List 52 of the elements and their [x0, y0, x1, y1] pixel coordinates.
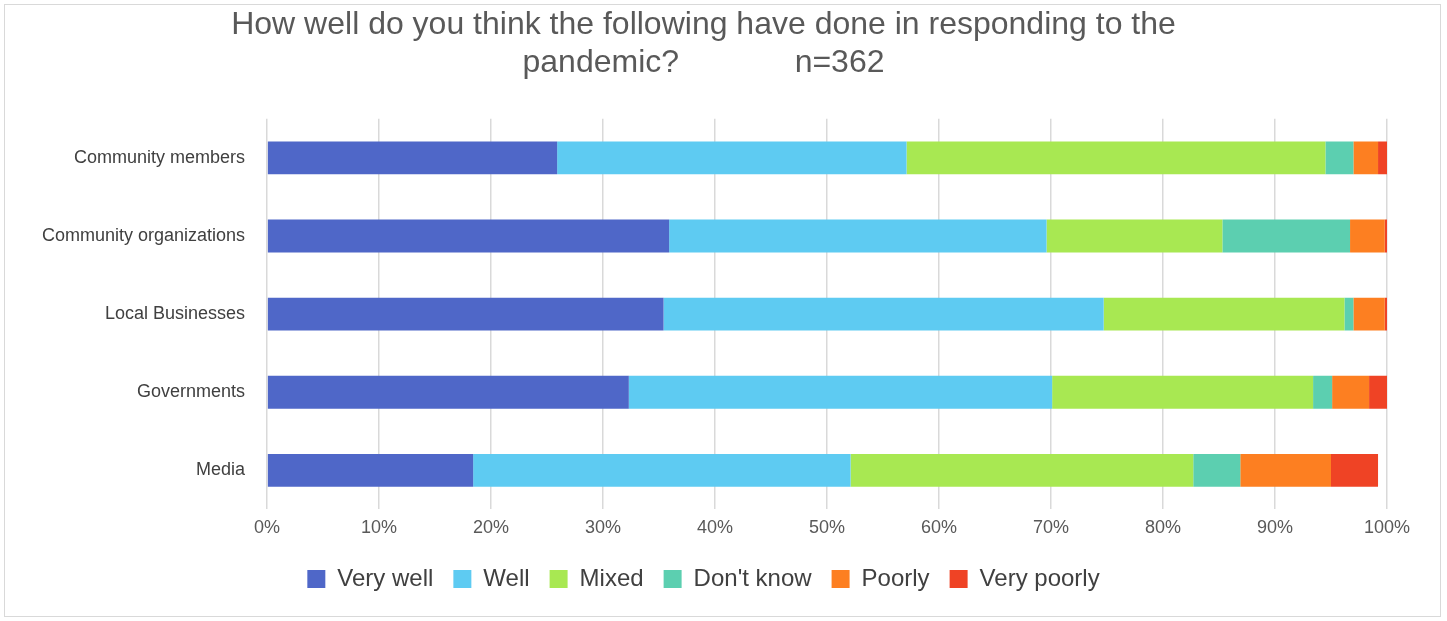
- x-tick-label: 0%: [254, 517, 281, 538]
- bar: [267, 453, 474, 487]
- legend-label: Well: [483, 563, 530, 591]
- bar: [1332, 375, 1370, 409]
- x-tick-label: 50%: [809, 517, 846, 538]
- y-tick-label: Media: [196, 459, 247, 480]
- bar: [906, 141, 1326, 175]
- bar: [1378, 141, 1387, 175]
- bar: [267, 375, 629, 409]
- legend-label: Very poorly: [979, 563, 1100, 591]
- bar: [1344, 297, 1354, 331]
- bar: [267, 297, 664, 331]
- bar: [1331, 453, 1379, 487]
- y-tick-label: Local Businesses: [105, 303, 246, 324]
- legend-label: Poorly: [861, 563, 930, 591]
- bar: [850, 453, 1194, 487]
- y-tick-label: Governments: [137, 381, 246, 402]
- bar: [669, 219, 1047, 253]
- bar: [1052, 375, 1314, 409]
- legend-label: Don't know: [693, 563, 813, 591]
- legend-label: Mixed: [579, 563, 644, 591]
- bar: [628, 375, 1053, 409]
- x-tick-label: 80%: [1145, 517, 1182, 538]
- bar: [1325, 141, 1354, 175]
- x-tick-label: 90%: [1256, 517, 1294, 538]
- x-tick-label: 20%: [473, 517, 510, 538]
- bar: [1353, 141, 1379, 175]
- bar: [1313, 375, 1333, 409]
- x-tick-label: 10%: [361, 517, 398, 538]
- bar: [1222, 219, 1351, 253]
- x-tick-label: 40%: [697, 517, 734, 538]
- bar: [1353, 297, 1385, 331]
- x-tick-label: 30%: [585, 517, 622, 538]
- x-tick-label: 60%: [921, 517, 958, 538]
- bar: [473, 453, 851, 487]
- bar: [663, 297, 1104, 331]
- legend-label: Very well: [337, 563, 434, 591]
- x-tick-label: 70%: [1033, 517, 1070, 538]
- bar: [557, 141, 907, 175]
- bar: [267, 141, 558, 175]
- chart-title: How well do you think the following have done in responding to the pandemic? n=362: [231, 5, 1176, 80]
- bar: [1384, 297, 1387, 331]
- bar: [1193, 453, 1241, 487]
- bar: [1369, 375, 1387, 409]
- bar: [1350, 219, 1385, 253]
- bar: [1240, 453, 1331, 487]
- bar: [1046, 219, 1223, 253]
- y-tick-label: Community members: [74, 146, 246, 167]
- y-tick-label: Community organizations: [42, 224, 246, 245]
- bar: [1103, 297, 1345, 331]
- x-tick-label: 100%: [1363, 517, 1411, 538]
- bar: [267, 219, 670, 253]
